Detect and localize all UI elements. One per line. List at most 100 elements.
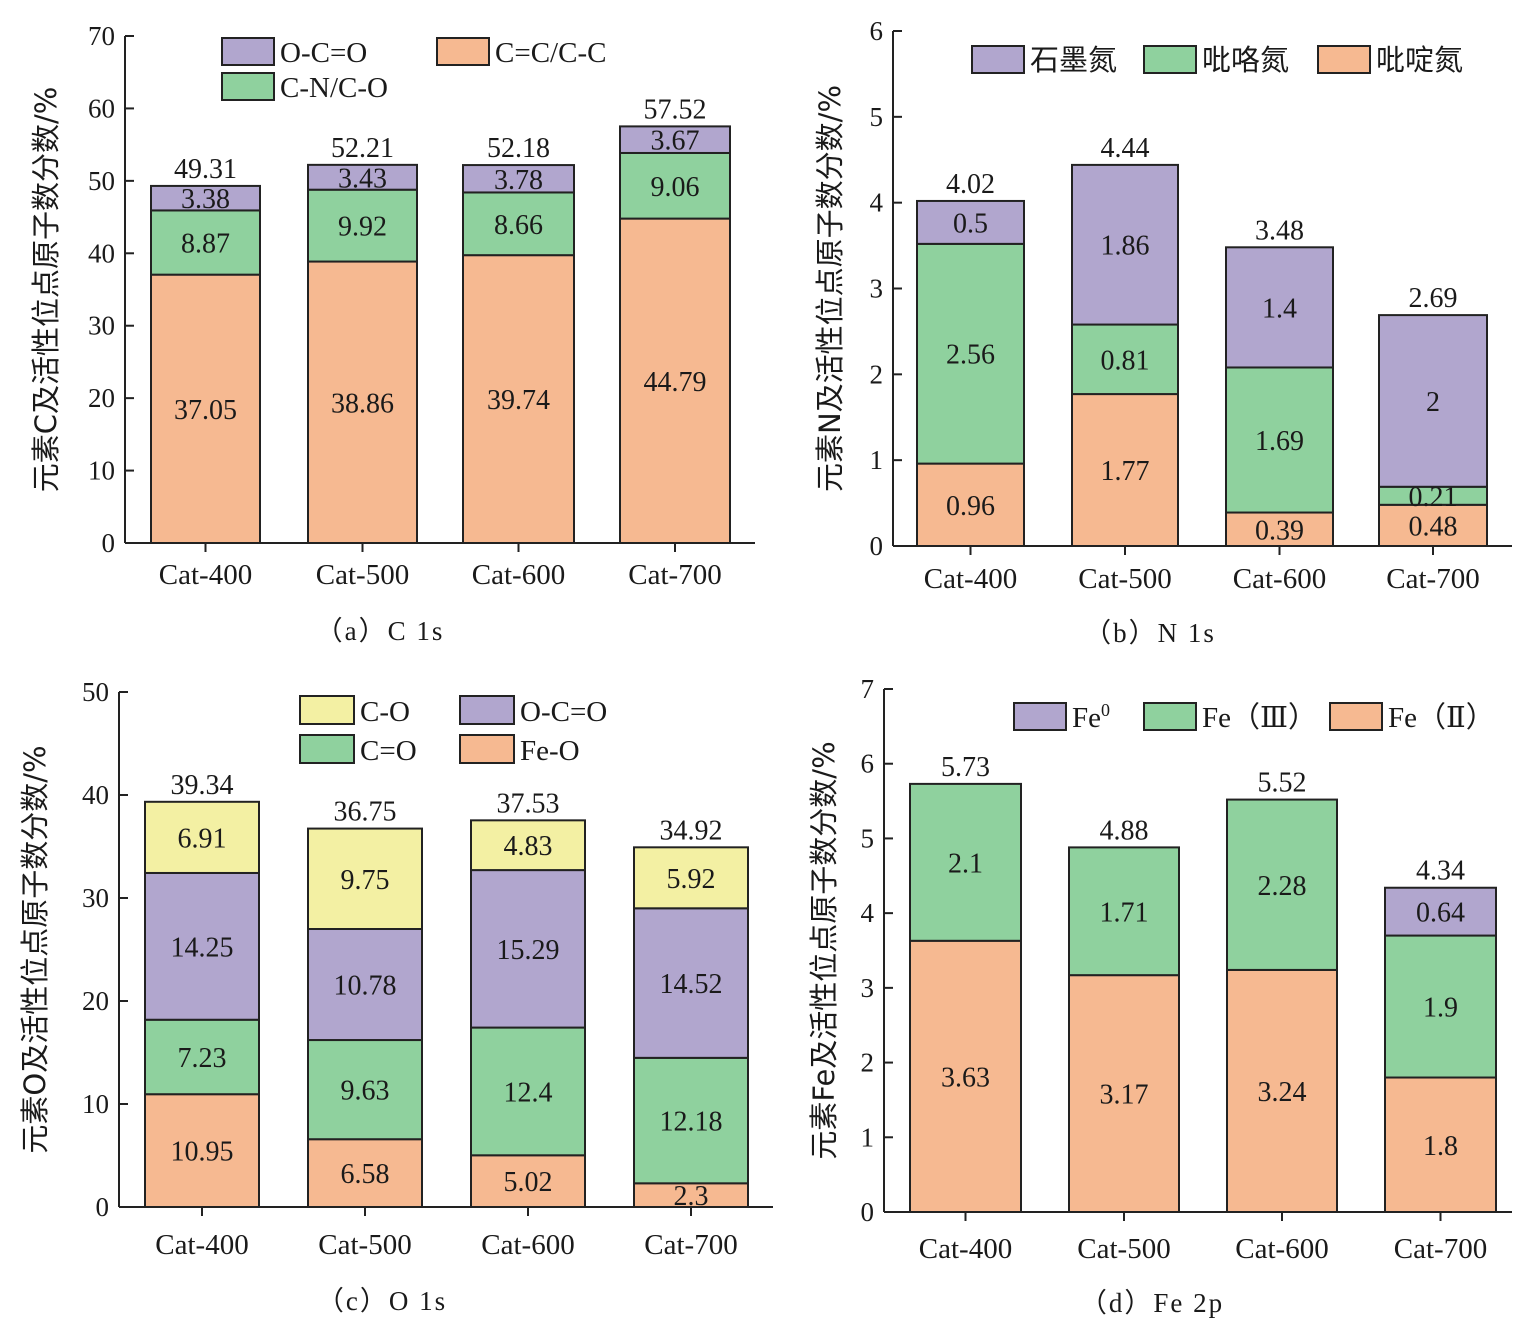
bar-value-label: 2.1 — [948, 848, 983, 879]
bar-segment — [462, 164, 575, 194]
bar-segment — [150, 184, 261, 212]
x-category-label: Cat-500 — [1078, 563, 1171, 595]
legend-label: Fe-O — [520, 735, 580, 767]
legend-label: 石墨氮 — [1030, 44, 1117, 77]
y-axis-title: 元素Fe及活性位点原子数分数/% — [807, 741, 841, 1159]
bar-total-label: 57.52 — [644, 94, 707, 125]
y-tick-label: 3 — [861, 973, 875, 1003]
bar-segment — [307, 188, 418, 263]
bar-segment — [633, 1056, 749, 1185]
bar-segment — [144, 800, 260, 874]
bar-value-label: 3.78 — [494, 165, 543, 196]
bar-value-label: 9.06 — [651, 172, 700, 203]
bar-value-label: 1.71 — [1100, 897, 1149, 928]
bar-segment — [462, 254, 575, 544]
legend-swatch — [1013, 702, 1067, 731]
legend-swatch — [299, 695, 355, 725]
x-category-label: Cat-500 — [316, 559, 409, 591]
y-tick-label: 10 — [82, 1089, 109, 1119]
bar-value-label: 0.48 — [1409, 511, 1458, 542]
y-tick-label: 1 — [861, 1122, 875, 1152]
bar-value-label: 37.05 — [174, 395, 237, 426]
bar-value-label: 6.91 — [178, 823, 227, 854]
bar-value-label: 10.95 — [171, 1137, 234, 1168]
legend-label: C-O — [360, 696, 410, 728]
y-tick-label: 5 — [861, 823, 875, 853]
bar-value-label: 0.5 — [953, 208, 988, 239]
bar-value-label: 3.24 — [1258, 1077, 1307, 1108]
bar-segment — [1068, 846, 1180, 977]
y-tick-label: 50 — [82, 677, 109, 707]
x-category-label: Cat-700 — [1386, 563, 1479, 595]
bar-total-label: 5.52 — [1258, 768, 1307, 799]
y-tick-label: 60 — [88, 93, 115, 123]
legend-swatch — [459, 734, 515, 764]
y-tick-label: 2 — [861, 1048, 875, 1078]
bar-value-label: 3.67 — [651, 126, 700, 157]
bar-segment — [307, 163, 418, 191]
legend-swatch — [221, 37, 275, 66]
x-category-label: Cat-600 — [1235, 1233, 1328, 1265]
y-axis-title: 元素O及活性位点原子数分数/% — [18, 745, 52, 1153]
bar-segment — [307, 928, 423, 1042]
bar-segment — [307, 1138, 423, 1208]
legend-label: C=C/C-C — [495, 37, 606, 69]
bar-total-label: 2.69 — [1409, 283, 1458, 314]
bar-segment — [150, 273, 261, 544]
legend-swatch — [971, 45, 1025, 74]
bar-value-label: 4.83 — [504, 831, 553, 862]
bar-segment — [1071, 393, 1179, 548]
bar-value-label: 12.18 — [660, 1107, 723, 1138]
bar-value-label: 1.4 — [1262, 293, 1297, 324]
bar-total-label: 5.73 — [941, 752, 990, 783]
bar-segment — [144, 871, 260, 1021]
y-tick-label: 50 — [88, 166, 115, 196]
y-tick-label: 6 — [861, 749, 875, 779]
legend-swatch — [1143, 45, 1197, 74]
panel-fe2p: 0 1 2 3 4 5 6 7 元素Fe及活性位点原子数分数/% Cat-400 3.63 2.1 5.… — [807, 674, 1512, 1318]
bar-value-label: 8.87 — [181, 229, 230, 260]
bar-value-label: 2.56 — [946, 340, 995, 371]
bar-segment — [307, 827, 423, 931]
legend-label: Fe0 — [1072, 700, 1110, 734]
y-tick-label: 5 — [870, 102, 884, 132]
bar-total-label: 34.92 — [660, 815, 723, 846]
legend-label: O-C=O — [520, 696, 607, 728]
y-tick-label: 70 — [88, 21, 115, 51]
bar-value-label: 5.02 — [504, 1167, 553, 1198]
bar-total-label: 4.02 — [946, 169, 995, 200]
bar-value-label: 0.96 — [946, 491, 995, 522]
bar-segment — [916, 462, 1025, 548]
bar-value-label: 2.28 — [1258, 871, 1307, 902]
bar-segment — [150, 209, 261, 276]
bar-value-label: 9.92 — [338, 212, 387, 243]
bar-total-label: 3.48 — [1255, 215, 1304, 246]
bar-segment — [1378, 503, 1488, 547]
bar-value-label: 9.63 — [341, 1076, 390, 1107]
bar-value-label: 38.86 — [331, 388, 394, 419]
x-category-label: Cat-700 — [628, 559, 721, 591]
bar-value-label: 2 — [1426, 387, 1440, 418]
bar-segment — [470, 819, 586, 872]
bar-segment — [462, 191, 575, 257]
legend-label: 吡咯氮 — [1202, 44, 1289, 77]
bar-segment — [1225, 511, 1334, 548]
x-category-label: Cat-400 — [924, 563, 1017, 595]
y-tick-label: 0 — [102, 528, 116, 558]
y-tick-label: 10 — [88, 456, 115, 486]
bar-value-label: 14.25 — [171, 932, 234, 963]
y-tick-label: 30 — [82, 883, 109, 913]
bar-segment — [909, 782, 1022, 942]
bar-value-label: 0.39 — [1255, 515, 1304, 546]
x-category-label: Cat-700 — [1394, 1233, 1487, 1265]
bar-value-label: 39.74 — [487, 385, 550, 416]
x-category-label: Cat-600 — [472, 559, 565, 591]
bar-total-label: 49.31 — [174, 154, 237, 185]
legend-swatch — [221, 72, 275, 101]
x-category-label: Cat-500 — [318, 1229, 411, 1261]
y-tick-label: 4 — [861, 898, 875, 928]
panel-c1s: 0 10 20 30 40 50 60 70 元素C及活性位点原子数分数/% Cat-400 37.… — [29, 21, 755, 646]
bar-value-label: 8.66 — [494, 210, 543, 241]
panel-caption: （c）O 1s — [317, 1286, 447, 1316]
bar-value-label: 5.92 — [667, 864, 716, 895]
